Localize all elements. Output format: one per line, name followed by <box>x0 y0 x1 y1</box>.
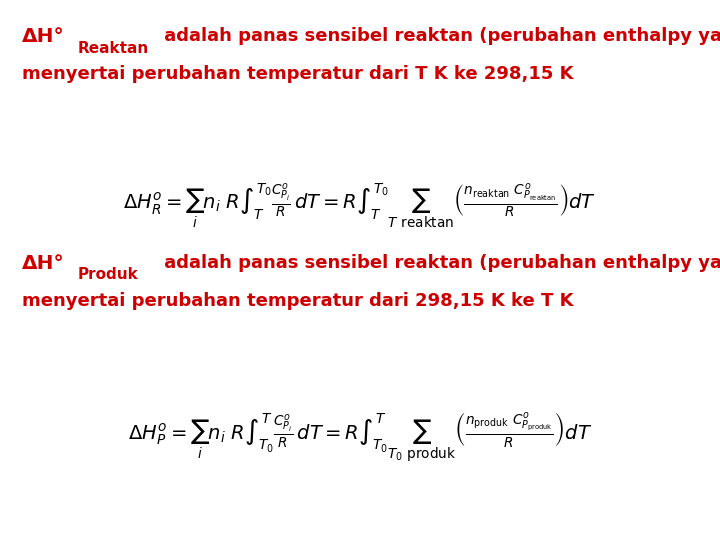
Text: $\Delta H^o_P = \sum_i n_i \ R\int_{T_0}^{T}\frac{C^o_{P_i}}{R}\,dT= R\int_{T_0}: $\Delta H^o_P = \sum_i n_i \ R\int_{T_0}… <box>127 410 593 464</box>
Text: Reaktan: Reaktan <box>78 40 149 56</box>
Text: $\Delta H^o_R = \sum_i n_i \ R\int_{T}^{T_0}\frac{C^o_{P_i}}{R}\,dT= R\int_{T}^{: $\Delta H^o_R = \sum_i n_i \ R\int_{T}^{… <box>123 181 597 230</box>
Text: ΔH°: ΔH° <box>22 27 64 46</box>
Text: adalah panas sensibel reaktan (perubahan enthalpy yang: adalah panas sensibel reaktan (perubahan… <box>158 254 720 272</box>
Text: menyertai perubahan temperatur dari 298,15 K ke T K: menyertai perubahan temperatur dari 298,… <box>22 292 573 309</box>
Text: ΔH°: ΔH° <box>22 254 64 273</box>
Text: adalah panas sensibel reaktan (perubahan enthalpy yang: adalah panas sensibel reaktan (perubahan… <box>158 27 720 45</box>
Text: menyertai perubahan temperatur dari T K ke 298,15 K: menyertai perubahan temperatur dari T K … <box>22 65 573 83</box>
Text: Produk: Produk <box>78 267 138 282</box>
